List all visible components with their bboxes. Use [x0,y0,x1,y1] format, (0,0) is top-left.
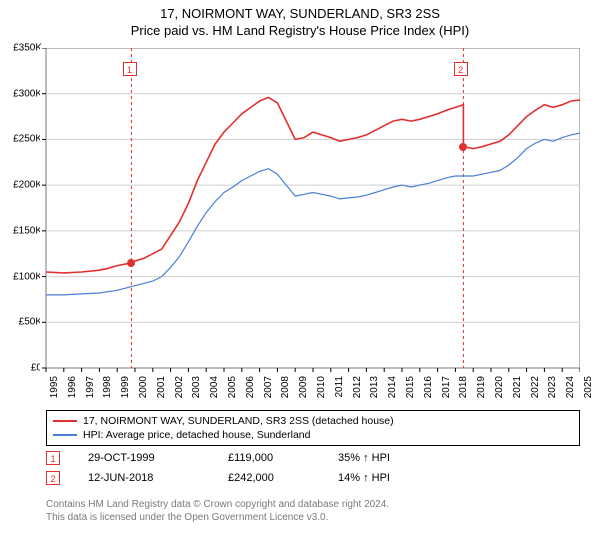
y-tick-label: £200K [2,180,42,191]
legend-swatch [53,434,77,436]
x-tick-label: 2012 [352,376,363,398]
x-tick-label: 2000 [138,376,149,398]
event-date: 12-JUN-2018 [88,472,228,484]
event-price: £242,000 [228,472,338,484]
event-row: 1 29-OCT-1999£119,00035% ↑ HPI [46,448,580,468]
event-marker: 1 [46,451,60,465]
x-tick-label: 1995 [49,376,60,398]
x-tick-label: 1997 [85,376,96,398]
title-address: 17, NOIRMONT WAY, SUNDERLAND, SR3 2SS [0,6,600,21]
x-tick-label: 2022 [530,376,541,398]
x-tick-label: 2009 [298,376,309,398]
legend-label: 17, NOIRMONT WAY, SUNDERLAND, SR3 2SS (d… [83,415,394,427]
event-row: 2 12-JUN-2018£242,00014% ↑ HPI [46,468,580,488]
x-tick-label: 2002 [174,376,185,398]
legend: 17, NOIRMONT WAY, SUNDERLAND, SR3 2SS (d… [46,410,580,446]
title-subtitle: Price paid vs. HM Land Registry's House … [0,23,600,38]
legend-swatch [53,420,77,422]
x-tick-label: 2017 [441,376,452,398]
x-tick-label: 2024 [565,376,576,398]
x-tick-label: 2021 [512,376,523,398]
x-tick-label: 2001 [156,376,167,398]
x-tick-label: 2013 [369,376,380,398]
y-tick-label: £100K [2,271,42,282]
event-marker: 2 [46,471,60,485]
x-tick-label: 2018 [458,376,469,398]
y-tick-label: £50K [2,317,42,328]
chart-area: £0£50K£100K£150K£200K£250K£300K£350K 199… [46,48,580,368]
y-tick-label: £350K [2,43,42,54]
x-tick-label: 2016 [423,376,434,398]
x-tick-label: 2006 [245,376,256,398]
footer-line1: Contains HM Land Registry data © Crown c… [46,498,580,511]
x-tick-label: 1998 [102,376,113,398]
x-axis: 1995 1996 1997 1998 1999 2000 2001 2002 2003 2004… [46,372,580,412]
events-table: 1 29-OCT-1999£119,00035% ↑ HPI 2 12-JUN-201… [46,448,580,488]
plot-svg [40,48,580,374]
x-tick-label: 2019 [476,376,487,398]
x-tick-label: 2003 [191,376,202,398]
x-tick-label: 2008 [280,376,291,398]
chart-container: 17, NOIRMONT WAY, SUNDERLAND, SR3 2SS Pr… [0,0,600,560]
event-delta: 35% ↑ HPI [338,452,428,464]
x-tick-label: 1996 [67,376,78,398]
event-price: £119,000 [228,452,338,464]
x-tick-label: 2005 [227,376,238,398]
x-tick-label: 2004 [209,376,220,398]
x-tick-label: 2014 [387,376,398,398]
x-tick-label: 2011 [334,376,345,398]
x-tick-label: 2025 [583,376,594,398]
x-tick-label: 2015 [405,376,416,398]
legend-item: HPI: Average price, detached house, Sund… [53,428,573,442]
title-block: 17, NOIRMONT WAY, SUNDERLAND, SR3 2SS Pr… [0,0,600,40]
footer: Contains HM Land Registry data © Crown c… [46,498,580,524]
event-date: 29-OCT-1999 [88,452,228,464]
x-tick-label: 1999 [120,376,131,398]
y-tick-label: £300K [2,88,42,99]
x-tick-label: 2023 [547,376,558,398]
y-tick-label: £150K [2,225,42,236]
footer-line2: This data is licensed under the Open Gov… [46,511,580,524]
y-tick-label: £0 [2,363,42,374]
x-tick-label: 2010 [316,376,327,398]
x-tick-label: 2007 [263,376,274,398]
event-delta: 14% ↑ HPI [338,472,428,484]
x-tick-label: 2020 [494,376,505,398]
y-tick-label: £250K [2,134,42,145]
legend-label: HPI: Average price, detached house, Sund… [83,429,310,441]
y-axis: £0£50K£100K£150K£200K£250K£300K£350K [2,48,42,368]
legend-item: 17, NOIRMONT WAY, SUNDERLAND, SR3 2SS (d… [53,414,573,428]
